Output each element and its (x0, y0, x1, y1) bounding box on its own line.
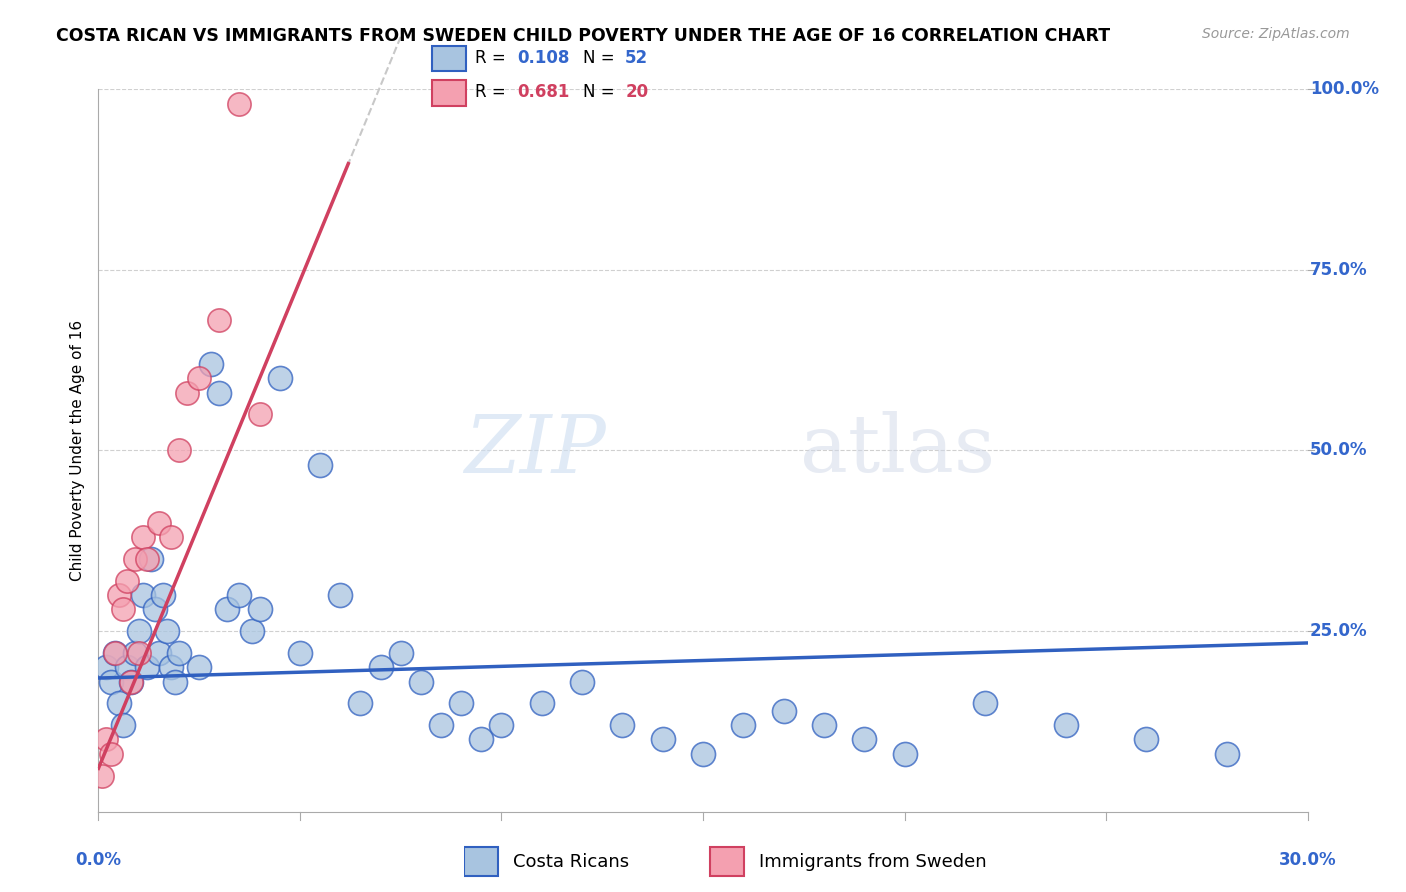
FancyBboxPatch shape (464, 847, 499, 876)
Point (571, 674, 593, 689)
Text: 25.0%: 25.0% (1310, 622, 1368, 640)
Point (288, 646, 311, 660)
Point (128, 624, 150, 639)
Text: Source: ZipAtlas.com: Source: ZipAtlas.com (1202, 27, 1350, 41)
Point (1054, 718, 1077, 732)
Point (772, 704, 794, 718)
Text: atlas: atlas (800, 411, 995, 490)
Point (115, 660, 138, 674)
Text: 100.0%: 100.0% (1310, 80, 1379, 98)
Point (124, 646, 146, 660)
Point (120, 674, 142, 689)
Text: 52: 52 (626, 49, 648, 67)
Point (309, 458, 332, 472)
Point (450, 696, 472, 710)
Point (107, 588, 129, 602)
Point (370, 660, 392, 674)
Point (208, 313, 231, 327)
FancyBboxPatch shape (432, 45, 465, 71)
Point (100, 747, 122, 761)
Point (96, 660, 118, 674)
Point (100, 674, 122, 689)
Text: 30.0%: 30.0% (1279, 852, 1336, 870)
Point (217, 602, 239, 616)
Point (733, 718, 755, 732)
Point (111, 718, 134, 732)
Point (893, 747, 915, 761)
Text: 75.0%: 75.0% (1310, 260, 1368, 279)
Point (692, 747, 714, 761)
Point (249, 407, 271, 421)
Point (329, 588, 352, 602)
Point (163, 674, 186, 689)
Point (974, 696, 997, 710)
Point (135, 660, 157, 674)
Text: R =: R = (475, 84, 512, 102)
Point (228, 588, 250, 602)
Point (409, 674, 432, 689)
Point (139, 551, 162, 566)
Text: N =: N = (583, 84, 620, 102)
Text: COSTA RICAN VS IMMIGRANTS FROM SWEDEN CHILD POVERTY UNDER THE AGE OF 16 CORRELAT: COSTA RICAN VS IMMIGRANTS FROM SWEDEN CH… (56, 27, 1111, 45)
Point (132, 530, 155, 544)
Point (349, 696, 371, 710)
Text: Costa Ricans: Costa Ricans (513, 853, 630, 871)
Point (200, 357, 222, 371)
Point (269, 371, 291, 385)
Text: 0.681: 0.681 (517, 84, 569, 102)
Point (167, 443, 190, 458)
Point (470, 732, 492, 747)
Point (240, 624, 263, 639)
Point (612, 718, 634, 732)
Point (124, 551, 146, 566)
Text: Immigrants from Sweden: Immigrants from Sweden (759, 853, 987, 871)
Point (135, 551, 157, 566)
Point (96, 732, 118, 747)
Point (128, 646, 150, 660)
Point (111, 602, 134, 616)
Point (176, 385, 198, 400)
Point (1135, 732, 1157, 747)
Point (208, 385, 231, 400)
Text: 0.0%: 0.0% (76, 852, 121, 870)
Point (156, 624, 179, 639)
Point (115, 574, 138, 588)
Point (152, 588, 174, 602)
FancyBboxPatch shape (432, 80, 465, 105)
Text: R =: R = (475, 49, 512, 67)
Point (249, 602, 271, 616)
FancyBboxPatch shape (710, 847, 745, 876)
Point (160, 660, 183, 674)
Point (148, 646, 170, 660)
Point (389, 646, 412, 660)
Point (228, 96, 250, 111)
Point (1216, 747, 1239, 761)
Point (103, 646, 125, 660)
Point (148, 516, 170, 530)
Point (651, 732, 673, 747)
Point (853, 732, 876, 747)
Point (530, 696, 553, 710)
Point (188, 371, 211, 385)
Point (91, 769, 114, 783)
Text: 0.108: 0.108 (517, 49, 569, 67)
Text: ZIP: ZIP (464, 412, 606, 489)
Point (167, 646, 190, 660)
Text: 50.0%: 50.0% (1310, 442, 1368, 459)
Point (491, 718, 513, 732)
Point (107, 696, 129, 710)
Point (120, 674, 142, 689)
Point (160, 530, 183, 544)
Text: N =: N = (583, 49, 620, 67)
Point (132, 588, 155, 602)
Point (143, 602, 166, 616)
Y-axis label: Child Poverty Under the Age of 16: Child Poverty Under the Age of 16 (69, 320, 84, 581)
Text: 20: 20 (626, 84, 648, 102)
Point (188, 660, 211, 674)
Point (813, 718, 835, 732)
Point (103, 646, 125, 660)
Point (430, 718, 453, 732)
